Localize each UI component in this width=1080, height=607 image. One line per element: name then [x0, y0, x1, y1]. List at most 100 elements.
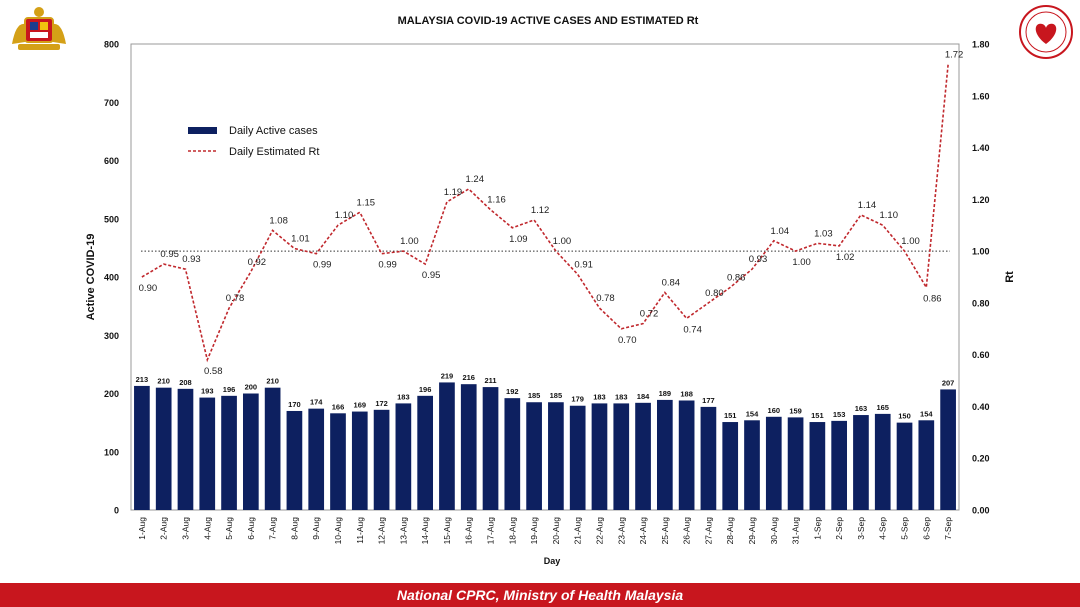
- bar-27-Aug: [700, 406, 717, 510]
- rt-value-label: 0.86: [727, 272, 746, 283]
- rt-value-label: 1.02: [836, 252, 855, 263]
- y-tick-label: 100: [104, 447, 119, 457]
- bar-19-Aug: [526, 402, 542, 510]
- bar-11-Aug: [351, 411, 368, 510]
- bar-22-Aug: [591, 403, 608, 510]
- y-tick-label: 0: [114, 506, 119, 516]
- x-tick-label: 26-Aug: [682, 517, 692, 545]
- x-tick-label: 2-Sep: [834, 517, 844, 540]
- rt-value-label: 0.78: [226, 293, 245, 304]
- x-tick-label: 25-Aug: [660, 517, 670, 545]
- bar-value-label: 160: [768, 406, 781, 415]
- bar-value-label: 211: [484, 376, 496, 385]
- bar-labels-layer: 213 210 208 193 196 200 210 170 174 166 169 172 183 1…: [136, 371, 955, 420]
- y-tick-label: 700: [104, 98, 119, 108]
- bar-value-label: 151: [811, 411, 824, 420]
- y2-tick-label: 0.80: [972, 298, 990, 308]
- bar-value-label: 183: [615, 392, 628, 401]
- bar-21-Aug: [569, 405, 586, 510]
- legend-label-line: Daily Estimated Rt: [229, 146, 319, 158]
- x-tick-label: 17-Aug: [486, 517, 496, 545]
- x-tick-label: 15-Aug: [442, 517, 452, 545]
- rt-value-label: 0.70: [618, 335, 637, 346]
- rt-value-label: 1.16: [487, 195, 506, 206]
- rt-value-label: 1.00: [400, 236, 419, 247]
- bar-value-label: 216: [462, 373, 475, 382]
- bar-value-label: 213: [136, 375, 149, 384]
- rt-value-label: 1.01: [291, 234, 310, 245]
- rt-value-label: 1.03: [814, 228, 833, 239]
- x-axis: 1-Aug 2-Aug 3-Aug 4-Aug 5-Aug 6-Aug 7-Aug 8-Aug…: [137, 517, 953, 545]
- rt-value-label: 1.72: [945, 50, 964, 61]
- x-tick-label: 12-Aug: [377, 517, 387, 545]
- x-tick-label: 5-Sep: [900, 517, 910, 540]
- rt-value-label: 1.00: [553, 236, 572, 247]
- bar-value-label: 196: [419, 385, 432, 394]
- bar-value-label: 189: [659, 389, 672, 398]
- x-tick-label: 20-Aug: [551, 517, 561, 545]
- rt-value-label: 1.19: [444, 187, 463, 198]
- y-axis-left: 0 100 200 300 400 500 600 700 800: [104, 40, 119, 516]
- coat-of-arms-logo: [12, 7, 66, 50]
- rt-value-label: 0.74: [683, 324, 702, 335]
- rt-value-label: 0.95: [160, 249, 179, 260]
- x-tick-label: 9-Aug: [311, 517, 321, 540]
- bar-value-label: 169: [354, 401, 367, 410]
- x-tick-label: 29-Aug: [747, 517, 757, 545]
- y2-tick-label: 1.60: [972, 91, 990, 101]
- legend-label-bar: Daily Active cases: [229, 125, 318, 137]
- y2-tick-label: 0.20: [972, 454, 990, 464]
- bar-value-label: 208: [179, 378, 192, 387]
- x-tick-label: 16-Aug: [464, 517, 474, 545]
- bar-2-Sep: [831, 420, 848, 510]
- bar-value-label: 207: [942, 378, 955, 387]
- bar-1-Sep: [809, 422, 826, 510]
- bars-layer: [134, 382, 956, 510]
- rt-series-line: [141, 64, 949, 363]
- ministry-of-health-logo: [1019, 5, 1073, 59]
- x-tick-label: 27-Aug: [703, 517, 713, 545]
- rt-value-label: 0.90: [139, 283, 158, 294]
- rt-value-label: 0.58: [204, 366, 223, 377]
- x-tick-label: 2-Aug: [159, 517, 169, 540]
- bar-5-Aug: [221, 395, 237, 510]
- bar-30-Aug: [765, 416, 782, 510]
- x-tick-label: 23-Aug: [616, 517, 626, 545]
- bar-value-label: 154: [920, 409, 933, 418]
- bar-value-label: 177: [702, 396, 715, 405]
- x-tick-label: 6-Aug: [246, 517, 256, 540]
- rt-value-label: 0.95: [422, 270, 441, 281]
- y-tick-label: 300: [104, 331, 119, 341]
- bar-value-label: 153: [833, 410, 846, 419]
- bar-29-Aug: [744, 420, 760, 510]
- x-axis-title: Day: [544, 556, 561, 566]
- bar-9-Aug: [308, 408, 325, 510]
- bar-value-label: 183: [397, 392, 410, 401]
- chart-title: MALAYSIA COVID-19 ACTIVE CASES AND ESTIM…: [398, 15, 699, 27]
- bar-value-label: 163: [855, 404, 868, 413]
- rt-labels-layer: 0.900.95 0.930.580.780.921.081.010.991.10…: [139, 50, 964, 377]
- x-tick-label: 4-Sep: [878, 517, 888, 540]
- bar-value-label: 188: [680, 389, 693, 398]
- x-tick-label: 19-Aug: [529, 517, 539, 545]
- bar-value-label: 219: [441, 371, 454, 380]
- bar-8-Aug: [286, 410, 303, 510]
- y-tick-label: 200: [104, 389, 119, 399]
- rt-value-label: 0.92: [248, 257, 267, 268]
- x-tick-label: 21-Aug: [573, 517, 583, 545]
- bar-12-Aug: [373, 409, 390, 510]
- x-tick-label: 8-Aug: [289, 517, 299, 540]
- y-tick-label: 600: [104, 156, 119, 166]
- bar-2-Aug: [155, 387, 172, 510]
- x-tick-label: 18-Aug: [507, 517, 517, 545]
- y-axis-title: Active COVID-19: [85, 234, 97, 321]
- bar-25-Aug: [656, 399, 673, 510]
- rt-value-label: 0.99: [313, 260, 332, 271]
- bar-value-label: 192: [506, 387, 519, 396]
- bar-23-Aug: [613, 403, 630, 510]
- bar-value-label: 200: [245, 383, 258, 392]
- x-tick-label: 5-Aug: [224, 517, 234, 540]
- y2-axis-title: Rt: [1004, 271, 1016, 283]
- x-tick-label: 11-Aug: [355, 517, 365, 544]
